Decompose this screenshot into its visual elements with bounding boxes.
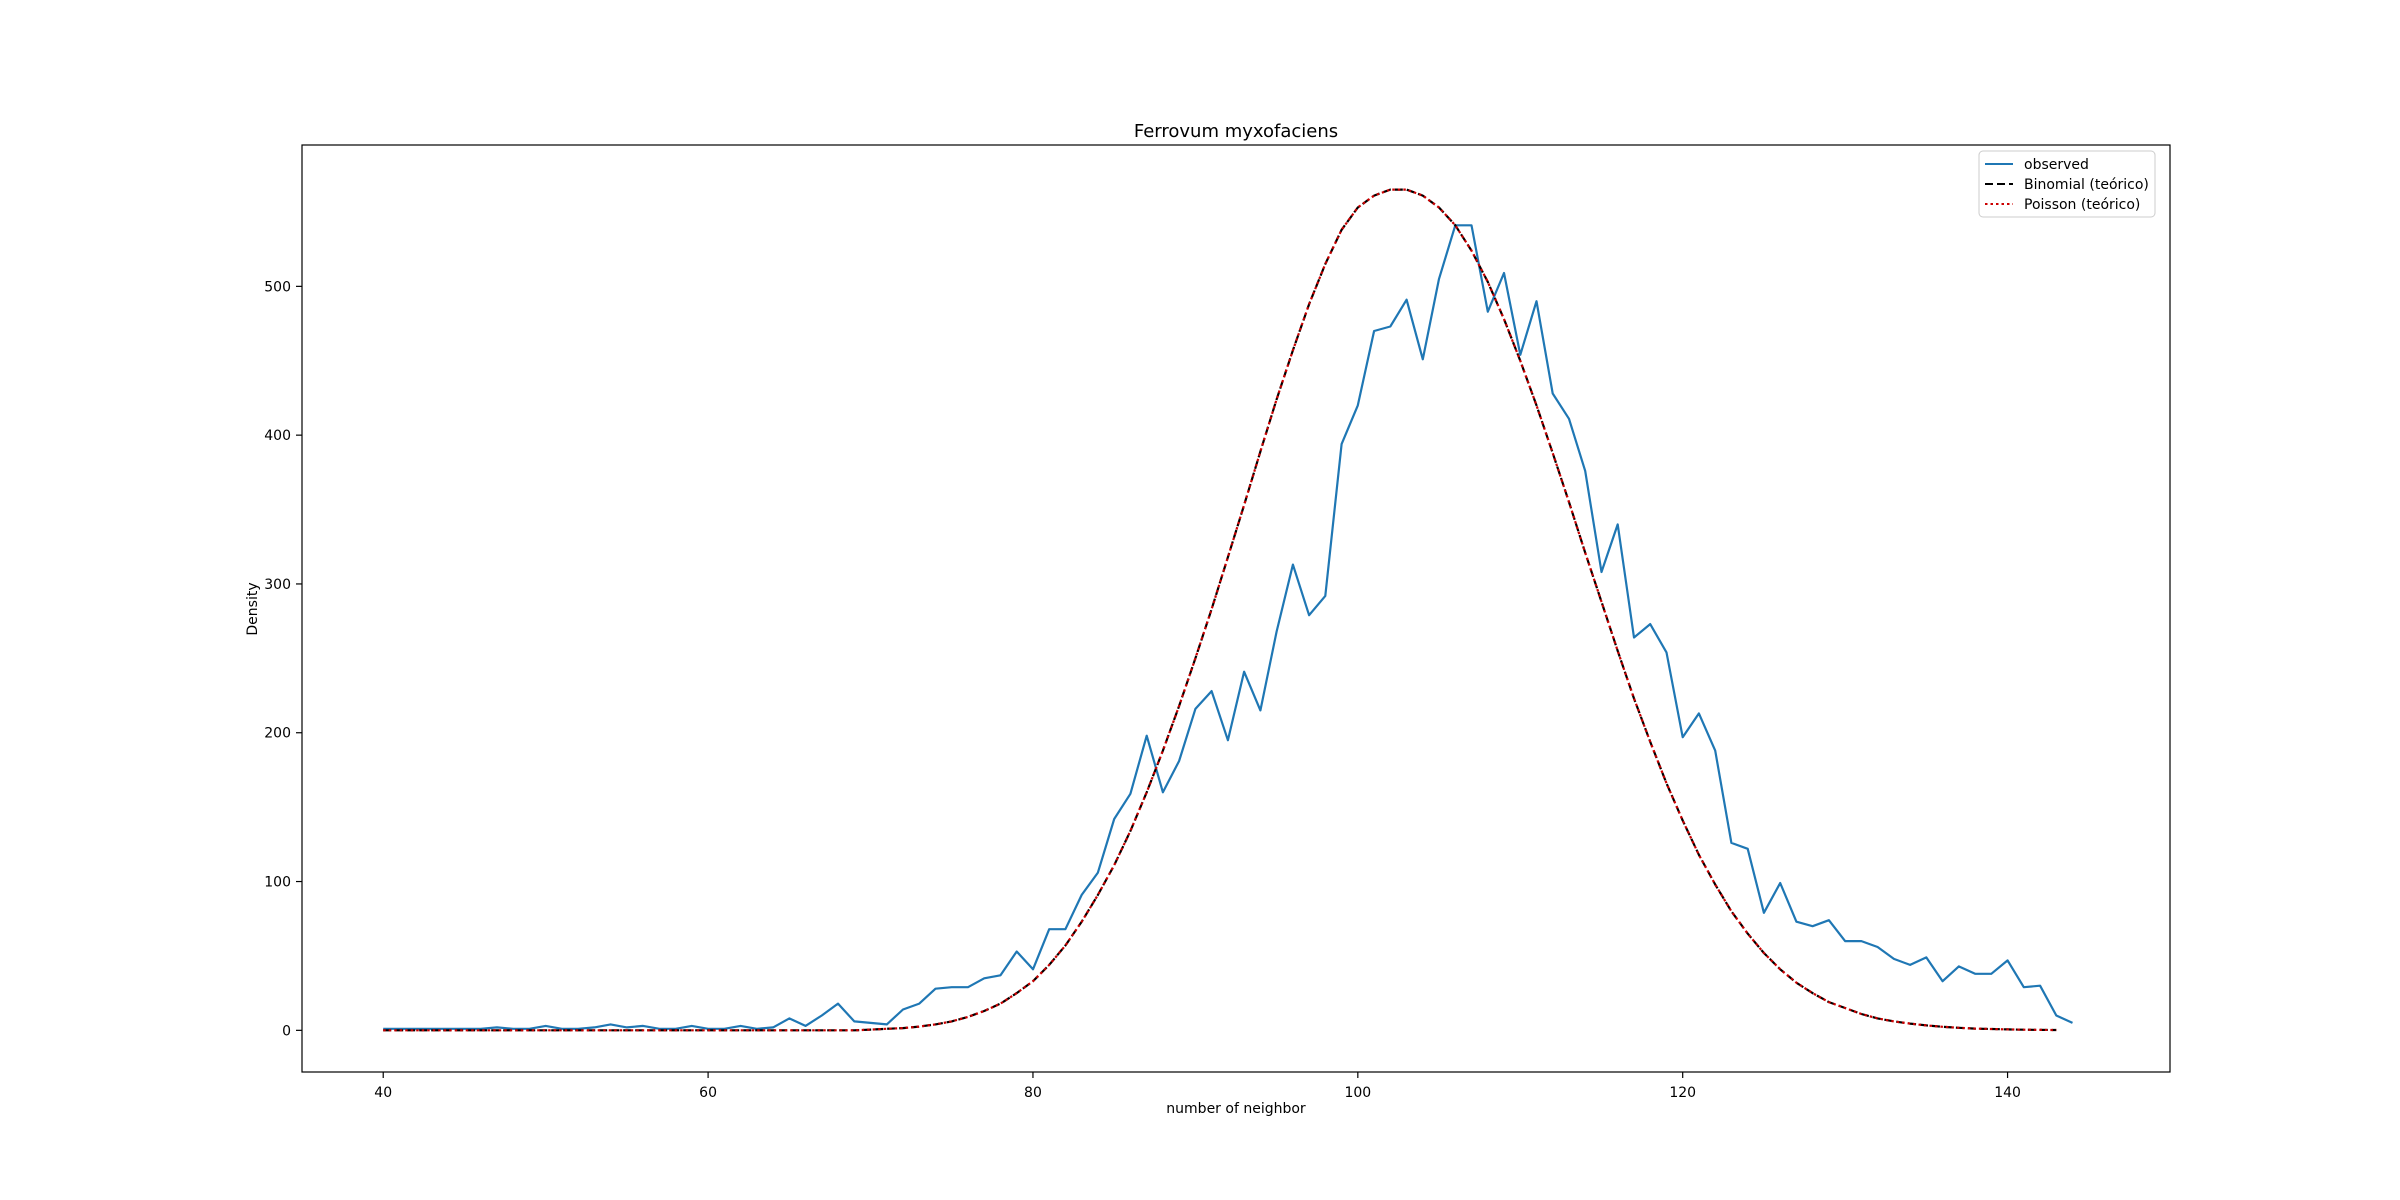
legend-box: [1978, 150, 2156, 218]
y-axis-label: Density: [245, 582, 261, 635]
y-tick-label: 300: [264, 577, 291, 593]
x-tick-label: 120: [1669, 1085, 1696, 1101]
y-tick-label: 100: [264, 875, 291, 891]
plot-frame: [301, 144, 2171, 1073]
series-line-0: [383, 224, 2073, 1030]
x-axis: 40 60 80 100 120 140: [374, 1072, 2021, 1101]
chart-title: Ferrovum myxofaciens: [1134, 121, 1338, 142]
y-axis: 0 100 200 300 400 500: [264, 279, 302, 1039]
y-tick-label: 200: [264, 726, 291, 742]
legend-label-0: observed: [2024, 157, 2089, 173]
x-tick-label: 40: [374, 1085, 392, 1101]
y-tick-label: 400: [264, 428, 291, 444]
legend-label-2: Poisson (teórico): [2024, 197, 2140, 213]
x-tick-label: 60: [699, 1085, 717, 1101]
y-tick-label: 0: [282, 1023, 291, 1039]
legend-label-1: Binomial (teórico): [2024, 177, 2149, 193]
series-line-1: [383, 188, 2057, 1032]
y-tick-label: 500: [264, 279, 291, 295]
legend: observed Binomial (teórico) Poisson (teóri…: [1978, 150, 2156, 218]
plot-area: [383, 188, 2073, 1032]
x-tick-label: 80: [1024, 1085, 1042, 1101]
x-tick-label: 100: [1344, 1085, 1371, 1101]
x-axis-label: number of neighbor: [1166, 1101, 1306, 1117]
x-tick-label: 140: [1994, 1085, 2021, 1101]
